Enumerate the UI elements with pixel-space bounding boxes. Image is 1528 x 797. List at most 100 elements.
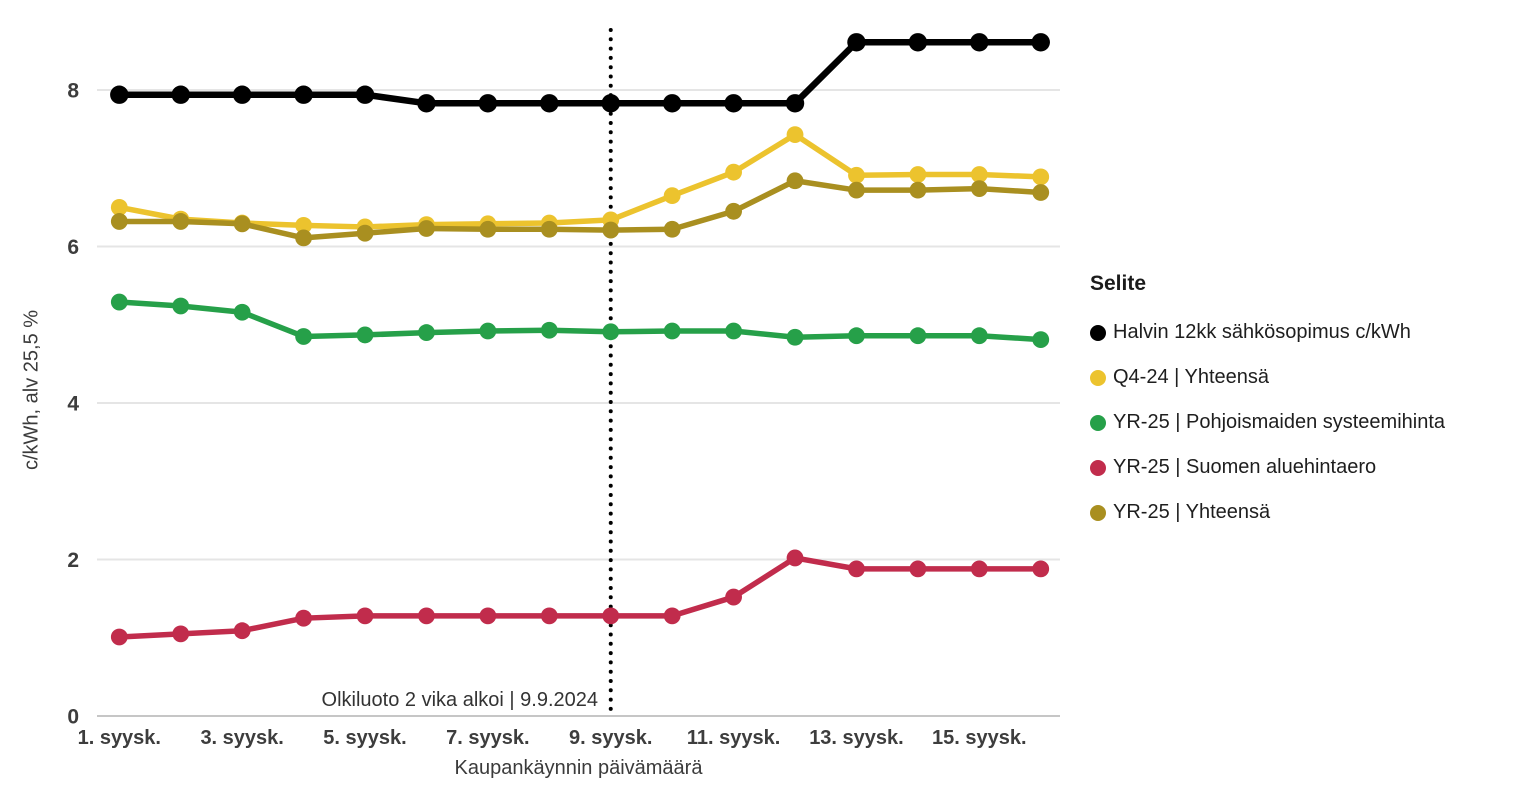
data-point-s3-d4[interactable] [295,609,312,627]
x-tick-label: 9. syysk. [569,727,652,749]
data-point-s0-d2[interactable] [171,85,190,104]
series-color-dot-icon [1090,324,1106,341]
series-color-dot-icon [1090,414,1106,431]
legend-item-label: Halvin 12kk sähkösopimus c/kWh [1113,321,1411,343]
x-tick-label: 13. syysk. [809,727,904,749]
series-color-dot-icon [1090,504,1106,521]
legend-item-halvin-12kk: Halvin 12kk sähkösopimus c/kWh [1090,310,1520,355]
data-point-s4-d14[interactable] [909,181,927,199]
data-point-s3-d13[interactable] [848,560,865,578]
series-line-4 [116,178,1044,241]
data-point-s0-d1[interactable] [110,85,129,104]
data-point-s1-d16[interactable] [1032,168,1050,186]
data-point-s4-d9[interactable] [602,221,620,239]
data-point-s4-d6[interactable] [418,220,435,237]
data-point-s2-d7[interactable] [479,322,497,340]
data-point-s3-d6[interactable] [418,607,435,625]
data-point-s2-d5[interactable] [356,326,374,344]
data-point-s0-d12[interactable] [785,94,805,113]
series-line-0 [116,39,1044,107]
data-point-s1-d12[interactable] [786,126,804,144]
data-point-s2-d10[interactable] [663,322,681,340]
data-point-s0-d6[interactable] [417,94,436,113]
x-tick-label: 1. syysk. [78,727,161,749]
data-point-s4-d13[interactable] [848,181,865,199]
data-point-s3-d16[interactable] [1032,560,1050,578]
data-point-s0-d5[interactable] [355,85,375,104]
data-point-s0-d10[interactable] [662,94,682,113]
y-tick-label: 6 [67,236,79,259]
data-point-s0-d8[interactable] [540,94,559,113]
x-tick-label: 7. syysk. [446,727,529,749]
data-point-s3-d14[interactable] [909,560,927,578]
data-point-s0-d16[interactable] [1031,33,1050,52]
data-point-s4-d3[interactable] [233,215,251,233]
data-point-s1-d4[interactable] [295,216,312,234]
data-point-s3-d9[interactable] [602,607,620,625]
data-point-s0-d3[interactable] [232,85,252,104]
data-point-s2-d3[interactable] [233,303,251,321]
data-point-s0-d4[interactable] [294,85,313,104]
data-point-s1-d11[interactable] [725,163,742,181]
data-point-s2-d15[interactable] [970,327,988,345]
data-point-s2-d4[interactable] [295,328,312,345]
data-point-s4-d1[interactable] [110,213,128,230]
data-point-s0-d14[interactable] [908,33,928,52]
x-tick-label: 15. syysk. [932,727,1027,749]
data-point-s0-d7[interactable] [478,94,498,113]
data-point-s2-d14[interactable] [909,327,927,345]
data-point-s4-d7[interactable] [479,220,497,238]
data-point-s2-d12[interactable] [786,328,804,346]
data-point-s1-d14[interactable] [909,166,927,183]
legend-item-yr25-aluehintaero: YR-25 | Suomen aluehintaero [1090,445,1520,490]
data-point-s4-d16[interactable] [1032,184,1050,201]
series-color-dot-icon [1090,459,1106,476]
data-point-s0-d11[interactable] [724,94,743,113]
data-point-s2-d13[interactable] [848,327,865,345]
data-point-s1-d15[interactable] [970,166,988,183]
data-point-s1-d1[interactable] [110,198,128,216]
event-annotation-label: Olkiluoto 2 vika alkoi | 9.9.2024 [321,689,598,711]
legend-item-yr25-yhteensa: YR-25 | Yhteensä [1090,490,1520,535]
data-point-s3-d2[interactable] [172,625,190,643]
data-point-s2-d8[interactable] [540,321,558,339]
data-point-s2-d11[interactable] [725,322,742,340]
data-point-s2-d2[interactable] [172,297,190,315]
series-line-1 [116,131,1044,230]
data-point-s4-d2[interactable] [172,213,190,230]
legend-item-label: YR-25 | Pohjoismaiden systeemihinta [1113,411,1446,433]
legend-title: Selite [1090,272,1147,295]
data-point-s3-d5[interactable] [356,607,374,625]
series-color-dot-icon [1090,369,1106,386]
data-point-s4-d4[interactable] [295,229,312,247]
legend-item-q4-24-yhteensa: Q4-24 | Yhteensä [1090,355,1520,400]
data-point-s2-d1[interactable] [110,293,128,311]
legend-item-label: YR-25 | Yhteensä [1113,501,1271,523]
data-point-s0-d9[interactable] [601,94,620,113]
data-point-s1-d10[interactable] [663,187,681,205]
data-point-s0-d13[interactable] [847,33,866,52]
data-point-s2-d6[interactable] [418,324,435,341]
data-point-s2-d9[interactable] [602,323,620,341]
data-point-s4-d15[interactable] [970,180,988,197]
data-point-s3-d12[interactable] [786,549,804,567]
data-point-s0-d15[interactable] [970,33,989,52]
data-point-s3-d1[interactable] [110,628,128,646]
data-point-s4-d5[interactable] [356,224,374,242]
data-point-s3-d7[interactable] [479,607,497,625]
data-point-s3-d11[interactable] [725,588,742,606]
legend-item-yr25-systeemihinta: YR-25 | Pohjoismaiden systeemihinta [1090,400,1520,445]
data-point-s1-d13[interactable] [848,166,865,184]
data-point-s3-d3[interactable] [233,622,251,640]
data-point-s4-d8[interactable] [540,220,558,238]
y-axis-title: c/kWh, alv 25,5 % [20,309,43,471]
data-point-s3-d15[interactable] [970,560,988,578]
data-point-s3-d10[interactable] [663,607,681,625]
data-point-s4-d12[interactable] [786,172,804,190]
data-point-s2-d16[interactable] [1032,331,1050,349]
data-point-s4-d11[interactable] [725,202,742,220]
data-point-s4-d10[interactable] [663,220,681,238]
y-tick-label: 2 [67,549,79,572]
data-point-s3-d8[interactable] [540,607,558,625]
